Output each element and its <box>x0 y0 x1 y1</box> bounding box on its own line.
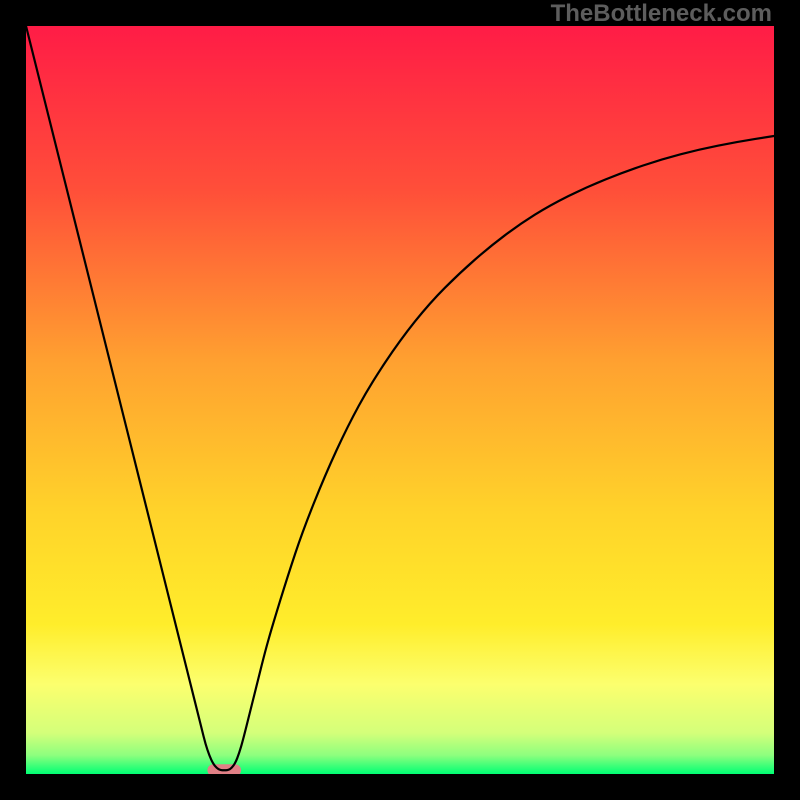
chart-background <box>26 26 774 774</box>
optimum-marker <box>207 764 241 774</box>
watermark-text: TheBottleneck.com <box>551 0 772 28</box>
plot-area <box>26 26 774 774</box>
chart-svg <box>26 26 774 774</box>
chart-frame: TheBottleneck.com <box>0 0 800 800</box>
